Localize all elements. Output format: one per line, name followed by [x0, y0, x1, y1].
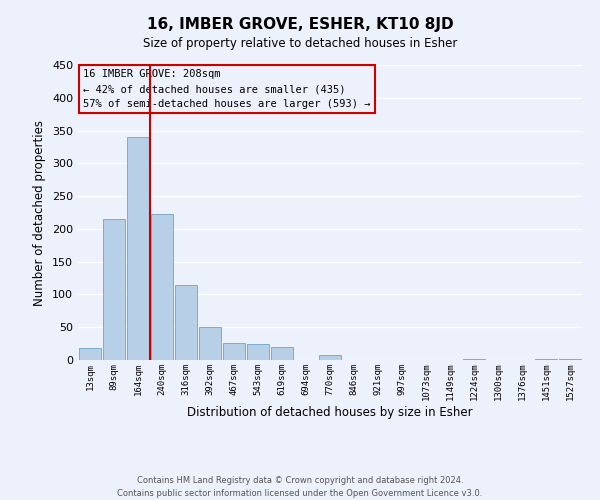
Text: Size of property relative to detached houses in Esher: Size of property relative to detached ho… [143, 38, 457, 51]
Bar [463, 358, 485, 360]
Bar [103, 219, 125, 360]
Bar [199, 327, 221, 360]
Bar [271, 347, 293, 360]
Bar [151, 214, 173, 360]
Bar [79, 348, 101, 360]
Bar [223, 343, 245, 360]
Bar [559, 358, 581, 360]
Y-axis label: Number of detached properties: Number of detached properties [34, 120, 46, 306]
Text: 16, IMBER GROVE, ESHER, KT10 8JD: 16, IMBER GROVE, ESHER, KT10 8JD [146, 18, 454, 32]
Text: 16 IMBER GROVE: 208sqm
← 42% of detached houses are smaller (435)
57% of semi-de: 16 IMBER GROVE: 208sqm ← 42% of detached… [83, 70, 371, 109]
Bar [535, 358, 557, 360]
Bar [175, 284, 197, 360]
Bar [247, 344, 269, 360]
Bar [319, 356, 341, 360]
Bar [127, 137, 149, 360]
Text: Contains HM Land Registry data © Crown copyright and database right 2024.
Contai: Contains HM Land Registry data © Crown c… [118, 476, 482, 498]
X-axis label: Distribution of detached houses by size in Esher: Distribution of detached houses by size … [187, 406, 473, 419]
